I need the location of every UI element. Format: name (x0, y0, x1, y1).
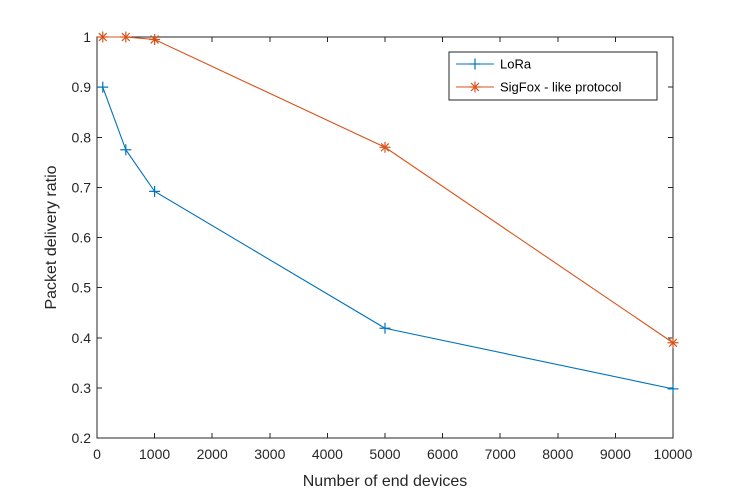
x-tick-label: 7000 (485, 446, 516, 462)
legend: LoRa SigFox - like protocol (448, 51, 658, 101)
y-tick-label: 0.2 (72, 430, 92, 446)
x-tick-label: 8000 (542, 446, 573, 462)
legend-marker (469, 81, 481, 93)
data-point (97, 81, 109, 93)
x-tick-label: 5000 (369, 446, 400, 462)
legend-label: SigFox - like protocol (500, 80, 621, 95)
data-point (149, 185, 161, 197)
x-axis-label: Number of end devices (303, 473, 468, 490)
x-tick-label: 3000 (254, 446, 285, 462)
legend-entry: LoRa (456, 57, 532, 72)
data-point (120, 144, 132, 156)
series-line (102, 86, 674, 390)
y-axis: 0.2 0.3 0.4 0.5 0.6 0.7 0.8 0.9 1 (72, 29, 673, 446)
y-tick-label: 0.6 (72, 230, 92, 246)
data-point (379, 141, 391, 153)
y-tick-label: 0.7 (72, 179, 92, 195)
x-tick-label: 2000 (197, 446, 228, 462)
data-point (120, 31, 132, 43)
data-point (379, 322, 391, 334)
y-tick-label: 0.5 (72, 280, 92, 296)
x-tick-label: 0 (93, 446, 101, 462)
data-point (97, 31, 109, 43)
x-axis: 0 1000 2000 3000 4000 5000 6000 7000 8000 9000 100… (93, 37, 693, 462)
legend-label: LoRa (500, 57, 532, 72)
legend-marker (469, 58, 481, 70)
series-sigfox (97, 31, 679, 349)
legend-box (448, 51, 658, 101)
data-point (667, 383, 679, 395)
legend-entry: SigFox - like protocol (456, 80, 621, 95)
x-tick-label: 1000 (139, 446, 170, 462)
y-tick-label: 0.9 (72, 79, 92, 95)
x-tick-label: 6000 (427, 446, 458, 462)
series-layer (97, 31, 679, 395)
data-point (149, 34, 161, 46)
data-point (667, 337, 679, 349)
y-tick-label: 1 (83, 29, 91, 45)
y-tick-label: 0.8 (72, 129, 92, 145)
x-tick-label: 9000 (600, 446, 631, 462)
series-lora (97, 81, 679, 395)
y-tick-label: 0.4 (72, 330, 92, 346)
y-axis-label: Packet delivery ratio (43, 165, 60, 309)
x-tick-label: 4000 (312, 446, 343, 462)
y-tick-label: 0.3 (72, 380, 92, 396)
x-tick-label: 10000 (654, 446, 693, 462)
